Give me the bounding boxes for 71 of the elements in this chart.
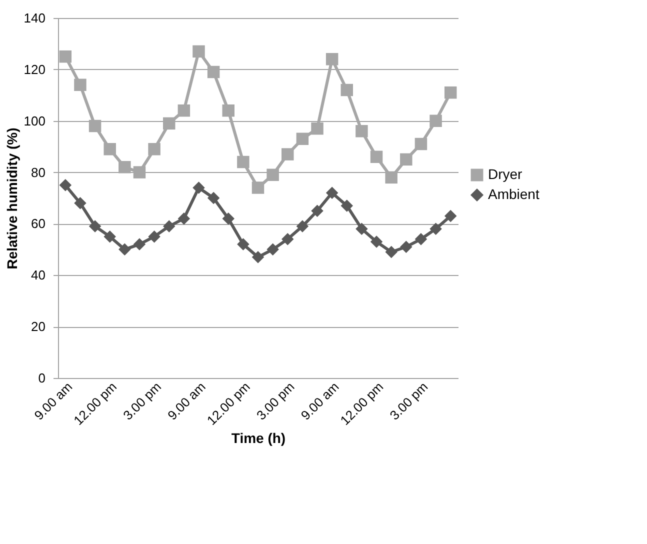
legend-label: Ambient xyxy=(488,186,540,202)
point xyxy=(385,246,398,258)
x-tick-label: 3.00 pm xyxy=(386,379,431,423)
point xyxy=(178,104,190,117)
point xyxy=(222,212,234,225)
point xyxy=(118,243,131,256)
point xyxy=(59,50,72,63)
point xyxy=(104,143,116,156)
point xyxy=(192,45,205,58)
point xyxy=(88,220,102,232)
x-tick-label: 3.00 pm xyxy=(120,379,164,423)
point xyxy=(104,230,116,243)
point xyxy=(282,233,294,246)
x-tick-label: 9.00 am xyxy=(298,379,342,423)
point xyxy=(311,204,324,217)
point xyxy=(370,236,383,248)
point xyxy=(266,168,279,181)
point xyxy=(59,179,72,192)
point xyxy=(74,78,86,91)
point xyxy=(370,150,383,163)
x-axis-title: Time (h) xyxy=(231,430,286,446)
point xyxy=(444,86,457,99)
y-tick-label: 140 xyxy=(24,10,46,26)
point xyxy=(192,182,205,194)
y-axis-title: Relative humidity (%) xyxy=(4,128,20,270)
point xyxy=(430,114,442,127)
point xyxy=(252,182,264,194)
point xyxy=(133,238,146,250)
point xyxy=(414,233,428,246)
x-tick-label: 9.00 am xyxy=(164,379,208,423)
point xyxy=(222,104,234,117)
point xyxy=(414,138,428,150)
point xyxy=(162,220,176,232)
point xyxy=(162,117,176,130)
y-tick-label: 0 xyxy=(38,370,46,386)
point xyxy=(88,120,102,132)
point xyxy=(444,210,457,222)
point xyxy=(74,197,86,210)
point xyxy=(326,186,338,199)
point xyxy=(252,251,264,264)
point xyxy=(311,122,324,135)
x-tick-label: 3.00 pm xyxy=(253,379,298,423)
point xyxy=(207,66,220,78)
point xyxy=(326,53,338,66)
legend-label: Dryer xyxy=(488,166,523,182)
point xyxy=(178,212,190,225)
y-tick-label: 120 xyxy=(24,62,46,77)
point xyxy=(282,148,294,160)
point xyxy=(266,243,279,256)
point xyxy=(340,200,354,212)
point xyxy=(296,132,309,145)
point xyxy=(430,222,442,235)
point xyxy=(296,220,309,232)
y-tick-label: 40 xyxy=(31,268,46,283)
point xyxy=(118,161,131,174)
point xyxy=(400,153,412,166)
point xyxy=(400,240,412,253)
point xyxy=(133,166,146,178)
y-tick-label: 60 xyxy=(31,216,46,232)
y-tick-label: 100 xyxy=(24,113,46,128)
point xyxy=(385,171,398,184)
y-tick-label: 80 xyxy=(31,164,46,180)
point xyxy=(207,192,220,204)
point xyxy=(356,222,368,235)
point xyxy=(356,125,368,138)
point xyxy=(148,143,160,156)
y-tick-label: 20 xyxy=(31,319,46,334)
point xyxy=(148,230,160,243)
point xyxy=(340,84,354,96)
point xyxy=(237,156,250,168)
point xyxy=(237,238,250,250)
